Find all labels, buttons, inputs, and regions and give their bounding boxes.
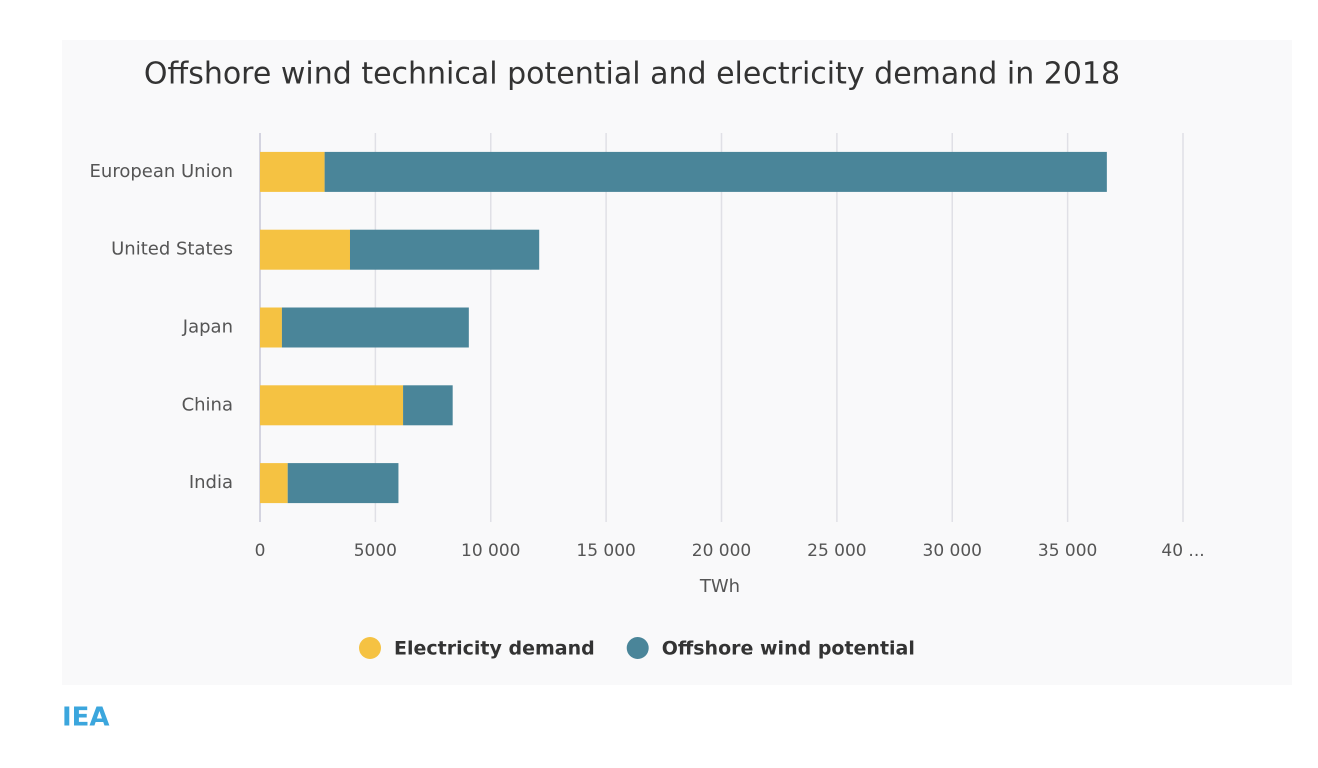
chart-panel bbox=[62, 40, 1292, 685]
logo: IEA bbox=[62, 703, 110, 733]
legend-label: Offshore wind potential bbox=[662, 638, 915, 660]
bar-segment bbox=[287, 463, 399, 504]
bar-segment bbox=[281, 307, 469, 348]
x-tick-label: 10 000 bbox=[461, 541, 520, 561]
x-tick-label: 15 000 bbox=[576, 541, 635, 561]
bar-segment bbox=[260, 151, 325, 192]
x-tick-label: 25 000 bbox=[807, 541, 866, 561]
legend-swatch bbox=[626, 637, 649, 659]
legend-label: Electricity demand bbox=[394, 638, 595, 660]
x-tick-label: 5000 bbox=[354, 541, 397, 561]
y-tick-label: India bbox=[189, 472, 233, 493]
x-axis-label: TWh bbox=[699, 576, 740, 597]
y-tick-label: Japan bbox=[182, 317, 233, 338]
y-tick-label: China bbox=[182, 394, 233, 415]
x-tick-label: 40 ... bbox=[1161, 541, 1204, 561]
bar-segment bbox=[349, 229, 540, 270]
legend-swatch bbox=[359, 637, 381, 659]
bar-segment bbox=[260, 307, 282, 348]
y-tick-label: United States bbox=[111, 239, 233, 260]
bar-segment bbox=[260, 463, 288, 504]
bar-segment bbox=[260, 229, 350, 270]
x-tick-label: 35 000 bbox=[1038, 541, 1097, 561]
y-tick-label: European Union bbox=[90, 161, 233, 182]
bar-segment bbox=[324, 151, 1107, 192]
x-tick-label: 30 000 bbox=[923, 541, 982, 561]
x-tick-label: 0 bbox=[255, 541, 266, 561]
x-tick-label: 20 000 bbox=[692, 541, 751, 561]
chart-title: Offshore wind technical potential and el… bbox=[144, 57, 1120, 92]
bar-segment bbox=[260, 385, 404, 426]
bar-segment bbox=[403, 385, 453, 426]
